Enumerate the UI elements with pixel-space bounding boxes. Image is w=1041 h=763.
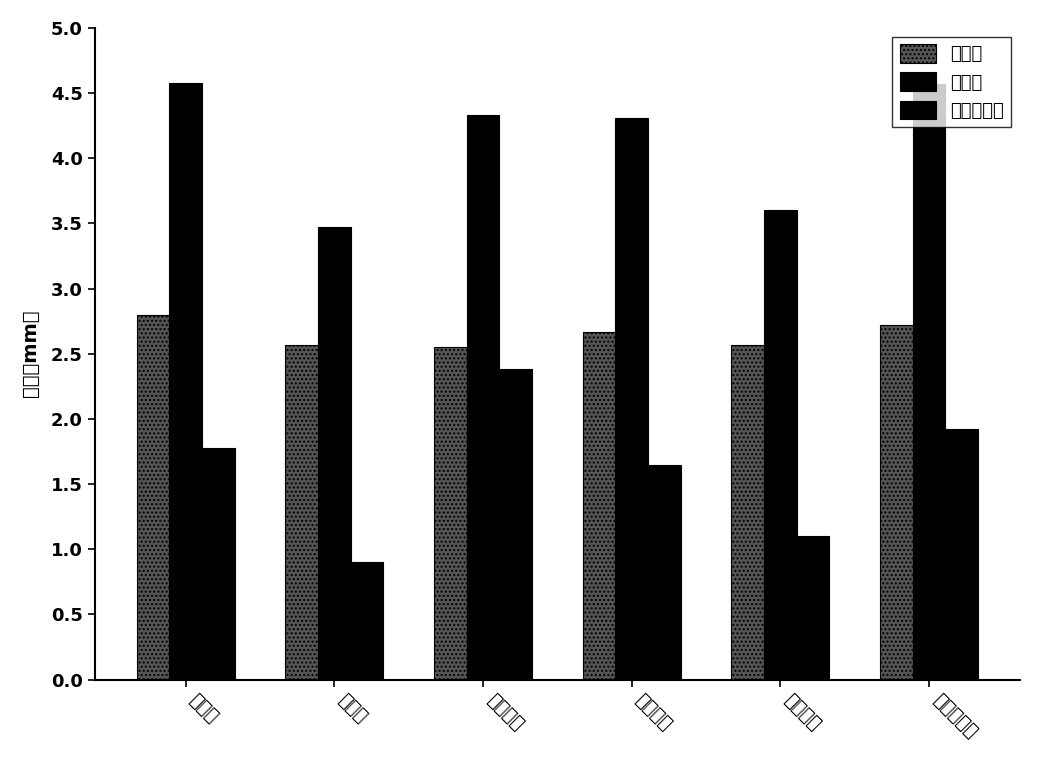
Bar [732, 345, 764, 680]
Legend: 攻击前, 攻击后, 足趾厚度差: 攻击前, 攻击后, 足趾厚度差 [892, 37, 1011, 127]
Bar [434, 347, 466, 680]
Bar [583, 332, 615, 680]
Bar [649, 465, 681, 680]
Bar [202, 448, 235, 680]
Bar [945, 430, 979, 680]
Bar [136, 314, 170, 680]
Bar [285, 345, 319, 680]
Bar [319, 227, 351, 680]
Bar [351, 562, 383, 680]
Bar [500, 369, 532, 680]
Bar [913, 84, 945, 680]
Bar [466, 115, 500, 680]
Bar [880, 325, 913, 680]
Bar [615, 118, 649, 680]
Bar [796, 536, 830, 680]
Bar [170, 82, 202, 680]
Y-axis label: 厚度（mm）: 厚度（mm） [21, 310, 40, 398]
Bar [764, 211, 796, 680]
